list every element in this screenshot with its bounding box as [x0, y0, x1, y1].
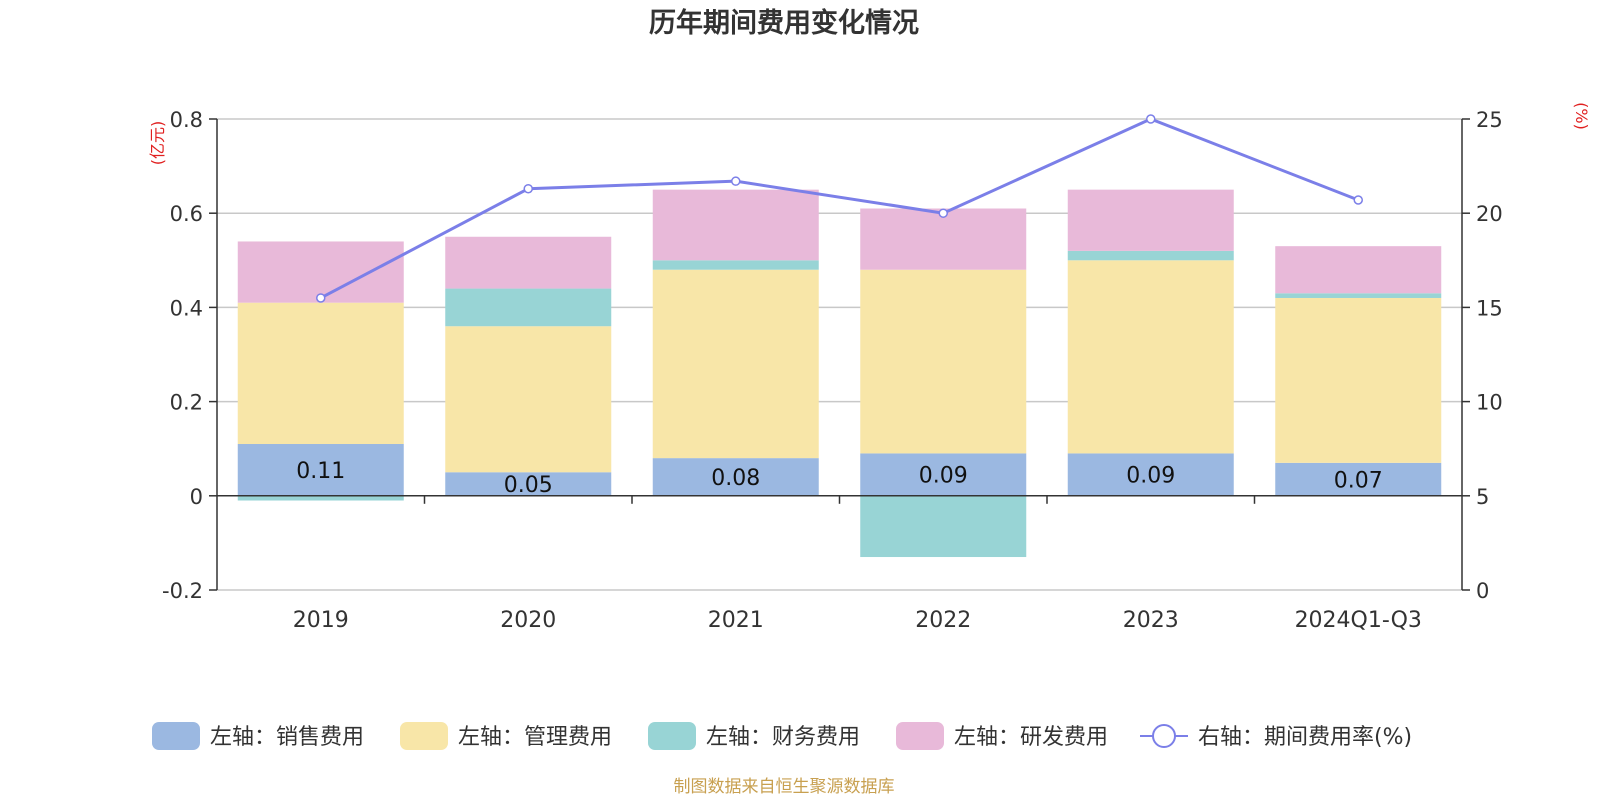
rate-line	[320, 117, 1359, 300]
legend-label-3: 左轴：研发费用	[954, 725, 1108, 750]
x-tick-label-3: 2022	[915, 608, 971, 633]
left-tick-label-3: 0.4	[170, 296, 203, 320]
legend-label-1: 左轴：管理费用	[458, 725, 612, 750]
legend-swatch-3	[896, 722, 944, 750]
bar-s0-5	[1275, 462, 1442, 496]
legend-label-2: 左轴：财务费用	[706, 725, 860, 750]
legend-swatch-0	[152, 722, 200, 750]
bar-s2-4	[1067, 250, 1234, 261]
bar-s3-5	[1275, 246, 1442, 294]
bar-s2-0	[237, 495, 404, 501]
x-tick-label-5: 2024Q1-Q3	[1295, 608, 1422, 633]
grid-lines	[217, 118, 1462, 591]
bar-s1-4	[1067, 260, 1234, 454]
axes-group: -0.2 0 0.2 0.4 0.6 0.8 0 5 10 15 20 25 (亿元) (%) 2019 20…	[148, 102, 1591, 633]
bar-s2-3	[860, 495, 1027, 558]
rate-point-3	[938, 208, 948, 218]
bar-s2-5	[1275, 293, 1442, 298]
left-tick-label-2: 0.2	[170, 391, 203, 415]
left-tick-label-1: 0	[190, 485, 203, 509]
bar-s1-3	[860, 269, 1027, 454]
legend-label-4: 右轴：期间费用率(%)	[1198, 725, 1412, 750]
bar-s3-2	[652, 189, 819, 261]
right-axis-unit: (%)	[1572, 102, 1591, 130]
x-tick-label-4: 2023	[1123, 608, 1179, 633]
bar-label-1: 0.05	[504, 473, 553, 498]
rate-point-1	[523, 183, 533, 194]
bars-group	[237, 189, 1442, 558]
rate-line-group	[316, 114, 1363, 303]
legend-swatch-2	[648, 722, 696, 750]
right-tick-label-5: 25	[1476, 108, 1503, 132]
x-tick-label-2: 2021	[708, 608, 764, 633]
right-tick-label-2: 10	[1476, 391, 1503, 415]
rate-point-0	[316, 293, 326, 303]
chart-title: 历年期间费用变化情况	[649, 7, 919, 39]
left-axis-unit: (亿元)	[148, 121, 167, 166]
bar-s3-1	[445, 236, 612, 289]
rate-point-5	[1353, 195, 1363, 205]
bar-s0-0	[237, 443, 404, 496]
source-note: 制图数据来自恒生聚源数据库	[674, 777, 895, 797]
bar-label-4: 0.09	[1126, 464, 1175, 489]
legend-label-0: 左轴：销售费用	[210, 725, 364, 750]
rate-point-2	[731, 176, 741, 186]
bar-s0-1	[445, 472, 612, 496]
bar-s2-2	[652, 260, 819, 270]
bar-s0-3	[860, 453, 1027, 496]
left-tick-label-5: 0.8	[170, 108, 203, 132]
right-tick-label-4: 20	[1476, 202, 1503, 226]
right-tick-label-3: 15	[1476, 296, 1503, 320]
bar-s0-2	[652, 458, 819, 496]
bar-s2-1	[445, 288, 612, 327]
bar-label-5: 0.07	[1334, 468, 1383, 493]
bar-label-2: 0.08	[711, 466, 760, 491]
x-tick-label-1: 2020	[500, 608, 556, 633]
bar-label-3: 0.09	[919, 464, 968, 489]
legend-swatch-1	[400, 722, 448, 750]
legend-marker-4	[1152, 724, 1176, 748]
bar-label-0: 0.11	[296, 459, 345, 484]
bar-s1-0	[237, 302, 404, 444]
bar-s3-4	[1067, 189, 1234, 251]
bar-s3-3	[860, 208, 1027, 270]
bar-s1-5	[1275, 297, 1442, 463]
bar-s1-1	[445, 326, 612, 473]
left-tick-label-4: 0.6	[170, 202, 203, 226]
right-tick-label-1: 5	[1476, 485, 1489, 509]
legend: 左轴：销售费用 左轴：管理费用 左轴：财务费用 左轴：研发费用 右轴：期间费用率(%)	[152, 722, 1412, 750]
bar-s3-0	[237, 241, 404, 303]
rate-point-4	[1146, 114, 1156, 124]
x-tick-label-0: 2019	[293, 608, 349, 633]
left-tick-label-0: -0.2	[162, 579, 203, 603]
bar-s0-4	[1067, 453, 1234, 496]
bar-labels-group: 0.11 0.05 0.08 0.09 0.09 0.07	[296, 459, 1382, 498]
bar-s1-2	[652, 269, 819, 459]
right-tick-label-0: 0	[1476, 579, 1489, 603]
